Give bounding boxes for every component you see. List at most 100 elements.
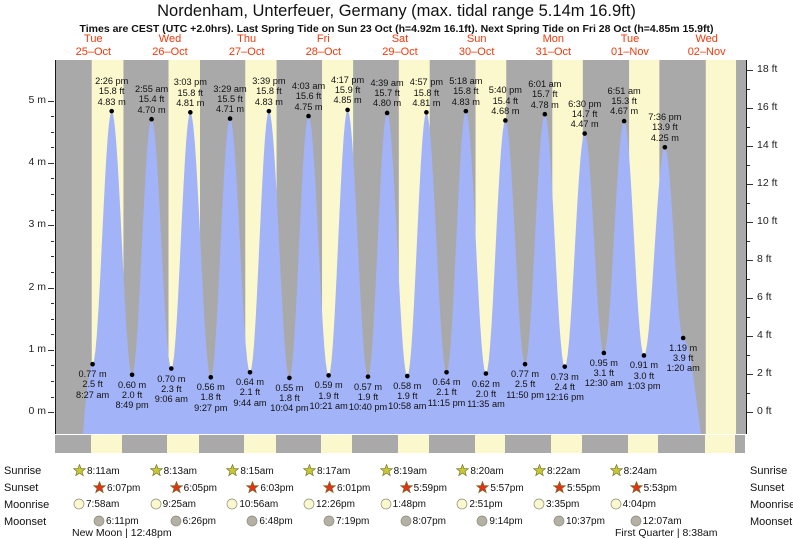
axis-left-minor-tick: [51, 334, 54, 336]
axis-right-tick-label: 0 ft: [757, 405, 772, 418]
low-tide-label-8: 0.57 m 1.9 ft 10:40 pm: [335, 382, 401, 413]
day-header-date: 25–Oct: [75, 45, 112, 58]
day-header-dow: Tue: [620, 33, 640, 45]
low-tide-time: 11:50 pm: [506, 389, 544, 400]
low-tide-time: 1:20 am: [666, 363, 700, 374]
high-tide-meters: 4.83 m: [97, 96, 126, 107]
high-tide-time: 6:51 am: [607, 86, 641, 97]
day-header-6: Sun 30–Oct: [438, 33, 515, 58]
day-header-dow: Thu: [237, 33, 257, 45]
moonrise-time: 9:25am: [162, 499, 197, 510]
sun-star-icon: [476, 480, 490, 497]
sun-star-icon: [246, 480, 260, 497]
high-tide-time: 4:03 am: [291, 81, 326, 92]
low-tide-label-15: 0.91 m 3.0 ft 1:03 pm: [611, 360, 677, 391]
sun-star-icon: [92, 480, 107, 497]
sun-star-icon: [532, 463, 547, 477]
moon-circle-icon: [93, 515, 105, 530]
low-tide-feet: 2.5 ft: [514, 379, 536, 390]
sun-star-icon: [169, 480, 183, 497]
low-tide-time: 9:27 pm: [194, 402, 228, 413]
high-tide-marker: [306, 113, 311, 119]
high-tide-time: 2:55 am: [134, 84, 169, 95]
low-tide-marker: [247, 369, 253, 375]
axis-left-tick-label: 1 m: [28, 342, 46, 355]
low-tide-marker: [287, 375, 292, 381]
axis-left-minor-tick: [51, 256, 54, 258]
sunset-time: 6:07pm: [107, 483, 141, 494]
moonrise-entry-3: 10:56am: [226, 498, 278, 513]
high-tide-meters: 4.47 m: [570, 118, 599, 129]
low-tide-label-16: 1.19 m 3.9 ft 1:20 am: [650, 343, 716, 374]
low-tide-meters: 0.58 m: [393, 381, 422, 392]
moon-circle-icon: [93, 515, 105, 527]
row-label-left-sunset: Sunset: [4, 482, 39, 494]
axis-right-tick: [746, 184, 753, 186]
axis-right-tick-label: 6 ft: [757, 291, 772, 304]
moon-circle-icon: [476, 515, 488, 530]
moon-circle-icon: [150, 498, 162, 510]
axis-right-tick-label: 14 ft: [757, 139, 778, 152]
moonset-time: 7:19pm: [336, 516, 370, 527]
moon-circle-icon: [400, 515, 412, 530]
moonset-time: 12:07am: [642, 516, 682, 527]
sunset-time: 6:03pm: [260, 483, 294, 494]
moonset-time: 9:14pm: [489, 516, 523, 527]
high-tide-label-4: 3:29 am 15.5 ft 4.71 m: [197, 84, 263, 115]
low-tide-meters: 0.55 m: [275, 382, 304, 393]
sunset-entry-5: 5:59pm: [399, 480, 447, 497]
low-tide-marker: [326, 373, 331, 378]
sunrise-time: 8:13am: [163, 466, 198, 477]
tide-chart-plot: 2:26 pm 15.8 ft 4.83 m 2:55 am 15.4 ft 4.70 m…: [55, 60, 747, 434]
low-tide-feet: 1.8 ft: [279, 393, 300, 404]
axis-left-minor-tick: [51, 116, 54, 118]
axis-left-minor-tick: [51, 209, 54, 211]
low-tide-meters: 0.91 m: [629, 360, 658, 371]
low-tide-time: 10:58 am: [388, 401, 427, 412]
sun-star-icon: [149, 463, 163, 480]
high-tide-feet: 15.4 ft: [138, 94, 165, 105]
moon-circle-icon: [303, 498, 315, 510]
moonrise-time: 4:04pm: [622, 499, 657, 510]
moon-circle-icon: [380, 498, 392, 510]
moonrise-time: 2:51pm: [469, 499, 503, 510]
moon-circle-icon: [400, 515, 412, 527]
low-tide-feet: 1.8 ft: [200, 392, 221, 403]
high-tide-meters: 4.70 m: [137, 104, 166, 115]
high-tide-meters: 4.71 m: [215, 103, 245, 114]
low-tide-feet: 3.9 ft: [672, 353, 694, 364]
axis-left-tick: [48, 412, 54, 414]
low-tide-label-11: 0.62 m 2.0 ft 11:35 am: [453, 379, 519, 410]
high-tide-feet: 15.3 ft: [611, 96, 637, 107]
day-header-dow: Wed: [695, 33, 718, 45]
axis-right-minor-tick: [746, 203, 750, 205]
low-tide-time: 1:03 pm: [627, 380, 661, 391]
high-tide-time: 3:39 pm: [252, 76, 286, 87]
low-tide-time: 9:06 am: [154, 393, 188, 404]
moonrise-entry-1: 7:58am: [73, 498, 119, 513]
high-tide-marker: [109, 108, 114, 114]
high-tide-marker: [188, 110, 193, 115]
moon-circle-icon: [553, 515, 565, 530]
low-tide-meters: 0.64 m: [235, 377, 265, 388]
axis-left-tick: [48, 287, 54, 289]
high-tide-label-1: 2:26 pm 15.8 ft 4.83 m: [79, 76, 145, 107]
axis-right-minor-tick: [746, 393, 750, 395]
day-header-date: 02–Nov: [687, 45, 726, 58]
axis-right-minor-tick: [746, 165, 750, 167]
axis-left-minor-tick: [51, 303, 54, 305]
sun-star-icon: [532, 463, 547, 480]
axis-left-tick: [48, 225, 54, 227]
axis-left-minor-tick: [51, 271, 54, 273]
low-tide-meters: 0.56 m: [196, 382, 225, 393]
low-tide-meters: 0.70 m: [157, 373, 186, 384]
low-tide-marker: [483, 371, 489, 376]
high-tide-meters: 4.25 m: [650, 132, 679, 143]
sunrise-time: 8:20am: [470, 466, 504, 477]
daynight-strip: [55, 435, 745, 453]
low-tide-marker: [601, 350, 607, 356]
low-tide-meters: 0.62 m: [471, 378, 500, 389]
moonrise-entry-7: 3:35pm: [533, 498, 579, 513]
strip-day-6: [474, 435, 506, 453]
moonset-time: 6:48pm: [259, 516, 293, 527]
